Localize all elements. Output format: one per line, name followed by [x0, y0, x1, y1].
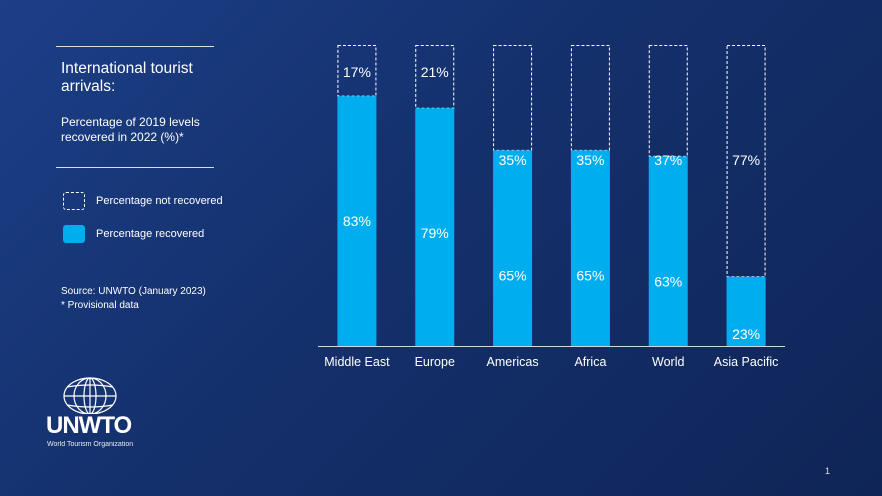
category-tick-label: World: [652, 355, 684, 369]
top-divider: [56, 46, 214, 47]
globe-icon: [63, 377, 117, 414]
data-label-not-recovered: 35%: [576, 152, 604, 168]
category-tick-label: Africa: [574, 355, 606, 369]
data-label-not-recovered: 21%: [421, 64, 449, 80]
bar-recovered: [337, 96, 377, 346]
bar-recovered: [570, 150, 610, 346]
legend-not-recovered-label: Percentage not recovered: [96, 195, 223, 207]
page-number: 1: [825, 466, 831, 476]
category-tick-label: Americas: [487, 355, 539, 369]
source-text: Source: UNWTO (January 2023): [61, 286, 206, 297]
source-note: Source: UNWTO (January 2023) * Provision…: [61, 285, 206, 313]
panel-title: International tourist arrivals:: [61, 60, 193, 95]
bar-not-recovered: [648, 45, 688, 157]
data-label-recovered: 65%: [499, 267, 527, 283]
data-label-not-recovered: 77%: [732, 152, 760, 168]
recovered-swatch: [63, 225, 85, 243]
bar-not-recovered: [726, 45, 766, 278]
logo-tagline: World Tourism Organization: [47, 441, 134, 448]
data-label-not-recovered: 35%: [499, 152, 527, 168]
bar-not-recovered: [493, 45, 533, 151]
data-label-recovered: 23%: [732, 326, 760, 342]
bar-recovered: [415, 108, 455, 347]
category-tick-label: Middle East: [324, 355, 390, 369]
legend-recovered-label: Percentage recovered: [96, 228, 205, 240]
category-tick-label: Europe: [415, 355, 455, 369]
category-tick-label: Asia Pacific: [714, 355, 779, 369]
bar-recovered: [726, 276, 766, 346]
bar-not-recovered: [415, 45, 455, 109]
legend-not-recovered: Percentage not recovered: [63, 191, 223, 211]
data-label-recovered: 79%: [421, 225, 449, 241]
bottom-divider: [56, 167, 214, 168]
data-label-not-recovered: 17%: [343, 64, 371, 80]
bar-recovered: [648, 156, 688, 346]
data-label-recovered: 63%: [654, 273, 682, 289]
data-label-recovered: 83%: [343, 213, 371, 229]
data-label-recovered: 65%: [576, 267, 604, 283]
bar-not-recovered: [570, 45, 610, 151]
provisional-note: * Provisional data: [61, 300, 139, 311]
legend-recovered: Percentage recovered: [63, 224, 204, 244]
data-label-not-recovered: 37%: [654, 152, 682, 168]
bar-recovered: [493, 150, 533, 346]
panel-subtitle: Percentage of 2019 levels recovered in 2…: [61, 115, 200, 144]
not-recovered-swatch: [63, 192, 85, 210]
logo-wordmark: UNWTO: [46, 412, 132, 439]
